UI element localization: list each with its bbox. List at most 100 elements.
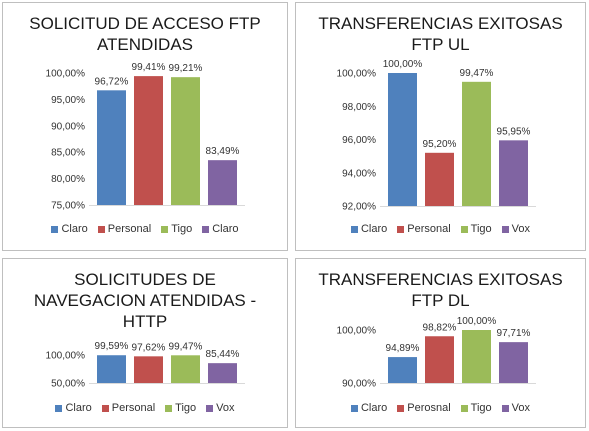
legend-label: Claro <box>65 402 92 414</box>
bar <box>171 77 200 205</box>
y-tick-label: 95,00% <box>51 95 85 106</box>
legend-swatch <box>350 404 358 412</box>
legend-swatch <box>460 225 468 233</box>
legend-swatch <box>501 225 509 233</box>
bar <box>499 140 528 206</box>
legend-label: Personal <box>111 402 156 414</box>
bar-data-label: 98,82% <box>423 322 457 333</box>
bar <box>499 342 528 383</box>
legend-item: Perosnal <box>397 402 451 414</box>
legend-item: Vox <box>501 402 531 414</box>
legend-item: Vox <box>501 223 530 235</box>
legend-label: Personal <box>107 223 152 235</box>
chart-legend: Claro Personal Tigo Vox <box>3 402 287 414</box>
chart-legend: Claro Personal Tigo Claro <box>3 223 287 235</box>
legend-item: Tigo <box>460 223 492 235</box>
legend-swatch <box>51 225 59 233</box>
chart-title-line: SOLICITUD DE ACCESO FTP <box>29 14 261 33</box>
bar-chart-svg: 90,00%100,00%94,89%98,82%100,00%97,71% <box>337 316 536 390</box>
bar-data-label: 97,71% <box>497 328 531 339</box>
bar-data-label: 100,00% <box>457 316 497 327</box>
legend-item: Claro <box>202 223 239 235</box>
legend-swatch <box>165 404 173 412</box>
bar-data-label: 95,95% <box>497 126 531 137</box>
y-tick-label: 50,00% <box>51 379 85 390</box>
chart-panel-ftp-ul: TRANSFERENCIAS EXITOSAS FTP UL 92,00% 94,… <box>295 2 586 251</box>
bar-data-label: 96,72% <box>95 76 129 87</box>
y-tick-label: 100,00% <box>46 351 86 362</box>
y-tick-label: 90,00% <box>51 121 85 132</box>
bar <box>134 356 163 383</box>
legend-label: Claro <box>61 223 88 235</box>
chart-panel-ftp-dl: TRANSFERENCIAS EXITOSAS FTP DL 90,00% 100… <box>295 258 586 428</box>
chart-title: TRANSFERENCIAS EXITOSAS FTP UL <box>300 13 581 55</box>
legend-label: Vox <box>216 402 235 414</box>
legend-item: Claro <box>350 223 388 235</box>
legend-swatch <box>460 404 468 412</box>
bar <box>388 73 417 206</box>
bar <box>425 152 454 206</box>
bar-data-label: 95,20% <box>423 139 457 150</box>
bar <box>97 90 126 205</box>
bar-data-label: 100,00% <box>383 59 423 70</box>
legend-swatch <box>350 225 358 233</box>
legend-item: Claro <box>51 223 88 235</box>
bar-data-label: 99,47% <box>460 68 494 79</box>
chart-title-line: TRANSFERENCIAS EXITOSAS <box>318 14 563 33</box>
bar <box>97 355 126 383</box>
legend-item: Claro <box>55 402 92 414</box>
legend-swatch <box>202 225 210 233</box>
bar <box>462 81 491 206</box>
bar-data-label: 99,59% <box>95 341 129 352</box>
bar <box>208 363 237 383</box>
y-tick-label: 85,00% <box>51 148 85 159</box>
bar-chart-svg: 92,00% 94,00% 96,00% 98,00% 100,00% 100,00% 95… <box>337 59 536 213</box>
legend-swatch <box>55 404 63 412</box>
chart-panel-ftp-access: SOLICITUD DE ACCESO FTP ATENDIDAS 75,00%… <box>2 2 288 251</box>
legend-label: Claro <box>360 223 388 235</box>
chart-title-line: SOLICITUDES DE <box>74 270 216 289</box>
bar <box>134 76 163 205</box>
legend-label: Tigo <box>470 223 492 235</box>
chart-title: SOLICITUD DE ACCESO FTP ATENDIDAS <box>7 13 283 55</box>
legend-item: Vox <box>206 402 235 414</box>
legend-item: Tigo <box>460 402 492 414</box>
legend-label: Perosnal <box>407 402 451 414</box>
legend-label: Tigo <box>171 223 193 235</box>
legend-swatch <box>501 404 509 412</box>
y-tick-label: 100,00% <box>337 69 377 80</box>
legend-label: Claro <box>360 402 388 414</box>
y-tick-label: 75,00% <box>51 201 85 212</box>
chart-title-line: FTP UL <box>411 35 470 54</box>
y-tick-label: 96,00% <box>342 135 376 146</box>
legend-swatch <box>397 404 405 412</box>
y-tick-label: 100,00% <box>46 69 86 80</box>
chart-title: SOLICITUDES DE NAVEGACION ATENDIDAS - HT… <box>7 269 283 332</box>
chart-panel-http: SOLICITUDES DE NAVEGACION ATENDIDAS - HT… <box>2 258 288 428</box>
bar-chart-svg: 50,00% 100,00% 99,59% 97,62% 99,47%85,44% <box>46 341 245 390</box>
y-tick-label: 92,00% <box>342 202 376 213</box>
legend-label: Tigo <box>175 402 197 414</box>
legend-label: Tigo <box>470 402 492 414</box>
y-tick-label: 100,00% <box>337 326 377 337</box>
bar <box>388 357 417 383</box>
chart-title-line: NAVEGACION ATENDIDAS - <box>33 291 257 310</box>
bar <box>208 160 237 205</box>
chart-legend: Claro Personal Tigo Vox <box>296 223 585 235</box>
y-tick-label: 90,00% <box>342 379 376 390</box>
bar-chart-svg: 75,00% 80,00% 85,00% 90,00% 95,00% 100,00% 96,… <box>46 62 245 212</box>
bar-data-label: 99,47% <box>169 341 203 352</box>
chart-legend: Claro Perosnal Tigo Vox <box>296 402 585 414</box>
legend-item: Tigo <box>165 402 196 414</box>
legend-swatch <box>101 404 109 412</box>
y-tick-label: 94,00% <box>342 168 376 179</box>
legend-swatch <box>97 225 105 233</box>
legend-item: Personal <box>397 223 451 235</box>
y-tick-label: 98,00% <box>342 102 376 113</box>
bar <box>425 336 454 383</box>
legend-label: Vox <box>511 402 531 414</box>
legend-swatch <box>397 225 405 233</box>
chart-title-line: TRANSFERENCIAS EXITOSAS <box>318 270 563 289</box>
bar <box>462 330 491 383</box>
y-tick-label: 80,00% <box>51 174 85 185</box>
